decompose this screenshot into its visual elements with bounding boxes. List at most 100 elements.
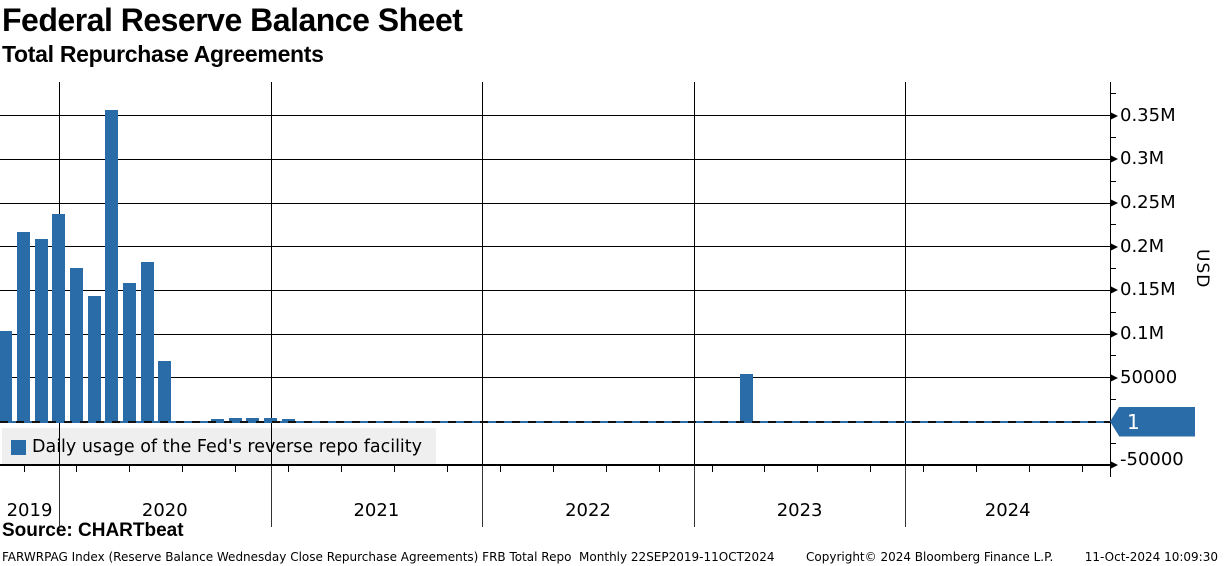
x-axis-quarter-tick	[393, 466, 395, 473]
x-axis-year-label: 2022	[565, 500, 611, 521]
last-value-text: 1	[1127, 409, 1140, 434]
y-axis-minor-tick	[1110, 442, 1116, 444]
gridline-horizontal	[0, 377, 1110, 379]
x-axis-year-separator	[482, 465, 484, 527]
page-subtitle: Total Repurchase Agreements	[2, 41, 324, 67]
x-axis-quarter-tick	[923, 466, 925, 473]
bar	[228, 418, 242, 422]
bar	[105, 110, 119, 422]
bar	[211, 418, 225, 422]
y-axis-tick-arrow-icon	[1110, 242, 1118, 251]
bar	[740, 374, 754, 422]
bar	[246, 418, 260, 422]
x-axis-quarter-tick	[76, 466, 78, 473]
gridline-horizontal	[0, 289, 1110, 291]
y-axis-tick-arrow-icon	[1110, 286, 1118, 295]
x-axis-year-label: 2020	[141, 500, 188, 521]
gridline-horizontal	[0, 115, 1110, 117]
y-axis-minor-tick	[1110, 136, 1116, 138]
x-axis-year-separator	[270, 465, 272, 527]
x-axis-quarter-tick	[605, 466, 607, 473]
gridline-horizontal	[0, 333, 1110, 335]
bar	[69, 267, 83, 422]
bar	[140, 261, 154, 422]
gridline-vertical	[270, 82, 272, 466]
y-axis-tick-label: 0.35M	[1120, 104, 1176, 126]
x-axis-quarter-tick	[446, 466, 448, 473]
y-axis-tick-label: 0.2M	[1120, 235, 1165, 257]
y-axis-tick-label: 50000	[1120, 366, 1178, 388]
source-text: Source: CHARTbeat	[2, 520, 184, 541]
legend-swatch-icon	[11, 439, 26, 455]
last-value-flag: 1	[1110, 406, 1195, 437]
y-axis-minor-tick	[1110, 224, 1116, 226]
y-axis-tick-label: 0.1M	[1120, 323, 1165, 345]
gridline-vertical	[482, 82, 484, 466]
footer-timestamp: 11-Oct-2024 10:09:30	[1084, 550, 1218, 564]
y-axis-minor-tick	[1110, 180, 1116, 182]
y-axis-unit-label: USD	[1192, 249, 1212, 289]
x-axis-quarter-tick	[182, 466, 184, 473]
gridline-vertical	[905, 82, 907, 466]
x-axis-quarter-tick	[764, 466, 766, 473]
y-axis-minor-tick	[1110, 355, 1116, 357]
x-axis-quarter-tick	[23, 466, 25, 473]
gridline-vertical	[693, 82, 695, 466]
x-axis-quarter-tick	[129, 466, 131, 473]
y-axis-minor-tick	[1110, 399, 1116, 401]
x-axis-year-label: 2023	[776, 500, 823, 521]
y-axis-tick-label: 0.25M	[1120, 192, 1176, 213]
x-axis-quarter-tick	[817, 466, 819, 473]
bar	[52, 214, 66, 422]
x-axis-quarter-tick	[288, 466, 290, 473]
x-axis-quarter-tick	[1081, 466, 1083, 473]
x-axis-spine	[0, 464, 1110, 466]
x-axis-year-label: 2021	[353, 500, 400, 521]
x-axis-quarter-tick	[341, 466, 343, 473]
bar	[0, 331, 13, 422]
y-axis-tick-arrow-icon	[1110, 199, 1118, 207]
gridline-horizontal	[0, 246, 1110, 248]
bar	[34, 238, 48, 422]
y-axis-tick-label: 0.3M	[1120, 148, 1165, 170]
y-axis-tick-arrow-icon	[1110, 330, 1118, 339]
x-axis-quarter-tick	[976, 466, 978, 473]
bar	[17, 231, 31, 422]
footer-copyright: Copyright© 2024 Bloomberg Finance L.P.	[806, 550, 1054, 564]
y-axis-minor-tick	[1110, 93, 1116, 95]
bar	[87, 295, 101, 422]
y-axis-tick-label: 0.15M	[1120, 279, 1176, 301]
bar	[122, 282, 136, 422]
page-title: Federal Reserve Balance Sheet	[2, 2, 463, 38]
x-axis-year-separator	[693, 465, 695, 527]
footer-descriptor: FARWRPAG Index (Reserve Balance Wednesda…	[2, 550, 775, 564]
x-axis-quarter-tick	[235, 466, 237, 473]
bar	[264, 418, 277, 422]
y-axis-tick-arrow-icon	[1110, 155, 1118, 164]
x-axis-quarter-tick	[711, 466, 713, 473]
y-axis-tick-arrow-icon	[1110, 111, 1118, 120]
legend-label: Daily usage of the Fed's reverse repo fa…	[32, 437, 423, 457]
x-axis-year-label: 2024	[984, 500, 1031, 521]
x-axis-quarter-tick	[658, 466, 660, 473]
y-axis-tick-arrow-icon	[1110, 461, 1118, 470]
x-axis-quarter-tick	[870, 466, 872, 473]
zero-line	[0, 420, 1110, 423]
x-axis-quarter-tick	[552, 466, 554, 473]
bar	[281, 419, 295, 422]
y-axis-tick-label: -50000	[1120, 449, 1184, 471]
gridline-horizontal	[0, 202, 1110, 204]
y-axis-tick-arrow-icon	[1110, 373, 1118, 382]
legend-item[interactable]: Daily usage of the Fed's reverse repo fa…	[2, 428, 437, 466]
bar	[158, 361, 172, 422]
gridline-horizontal	[0, 158, 1110, 160]
x-axis-quarter-tick	[499, 466, 501, 473]
x-axis-quarter-tick	[1029, 466, 1031, 473]
x-axis-year-separator	[905, 465, 907, 527]
y-axis-spine	[1110, 82, 1111, 477]
x-axis-year-separator	[59, 465, 60, 527]
y-axis-minor-tick	[1110, 268, 1116, 270]
x-axis-year-label: 2019	[6, 500, 53, 521]
y-axis-minor-tick	[1110, 311, 1116, 313]
